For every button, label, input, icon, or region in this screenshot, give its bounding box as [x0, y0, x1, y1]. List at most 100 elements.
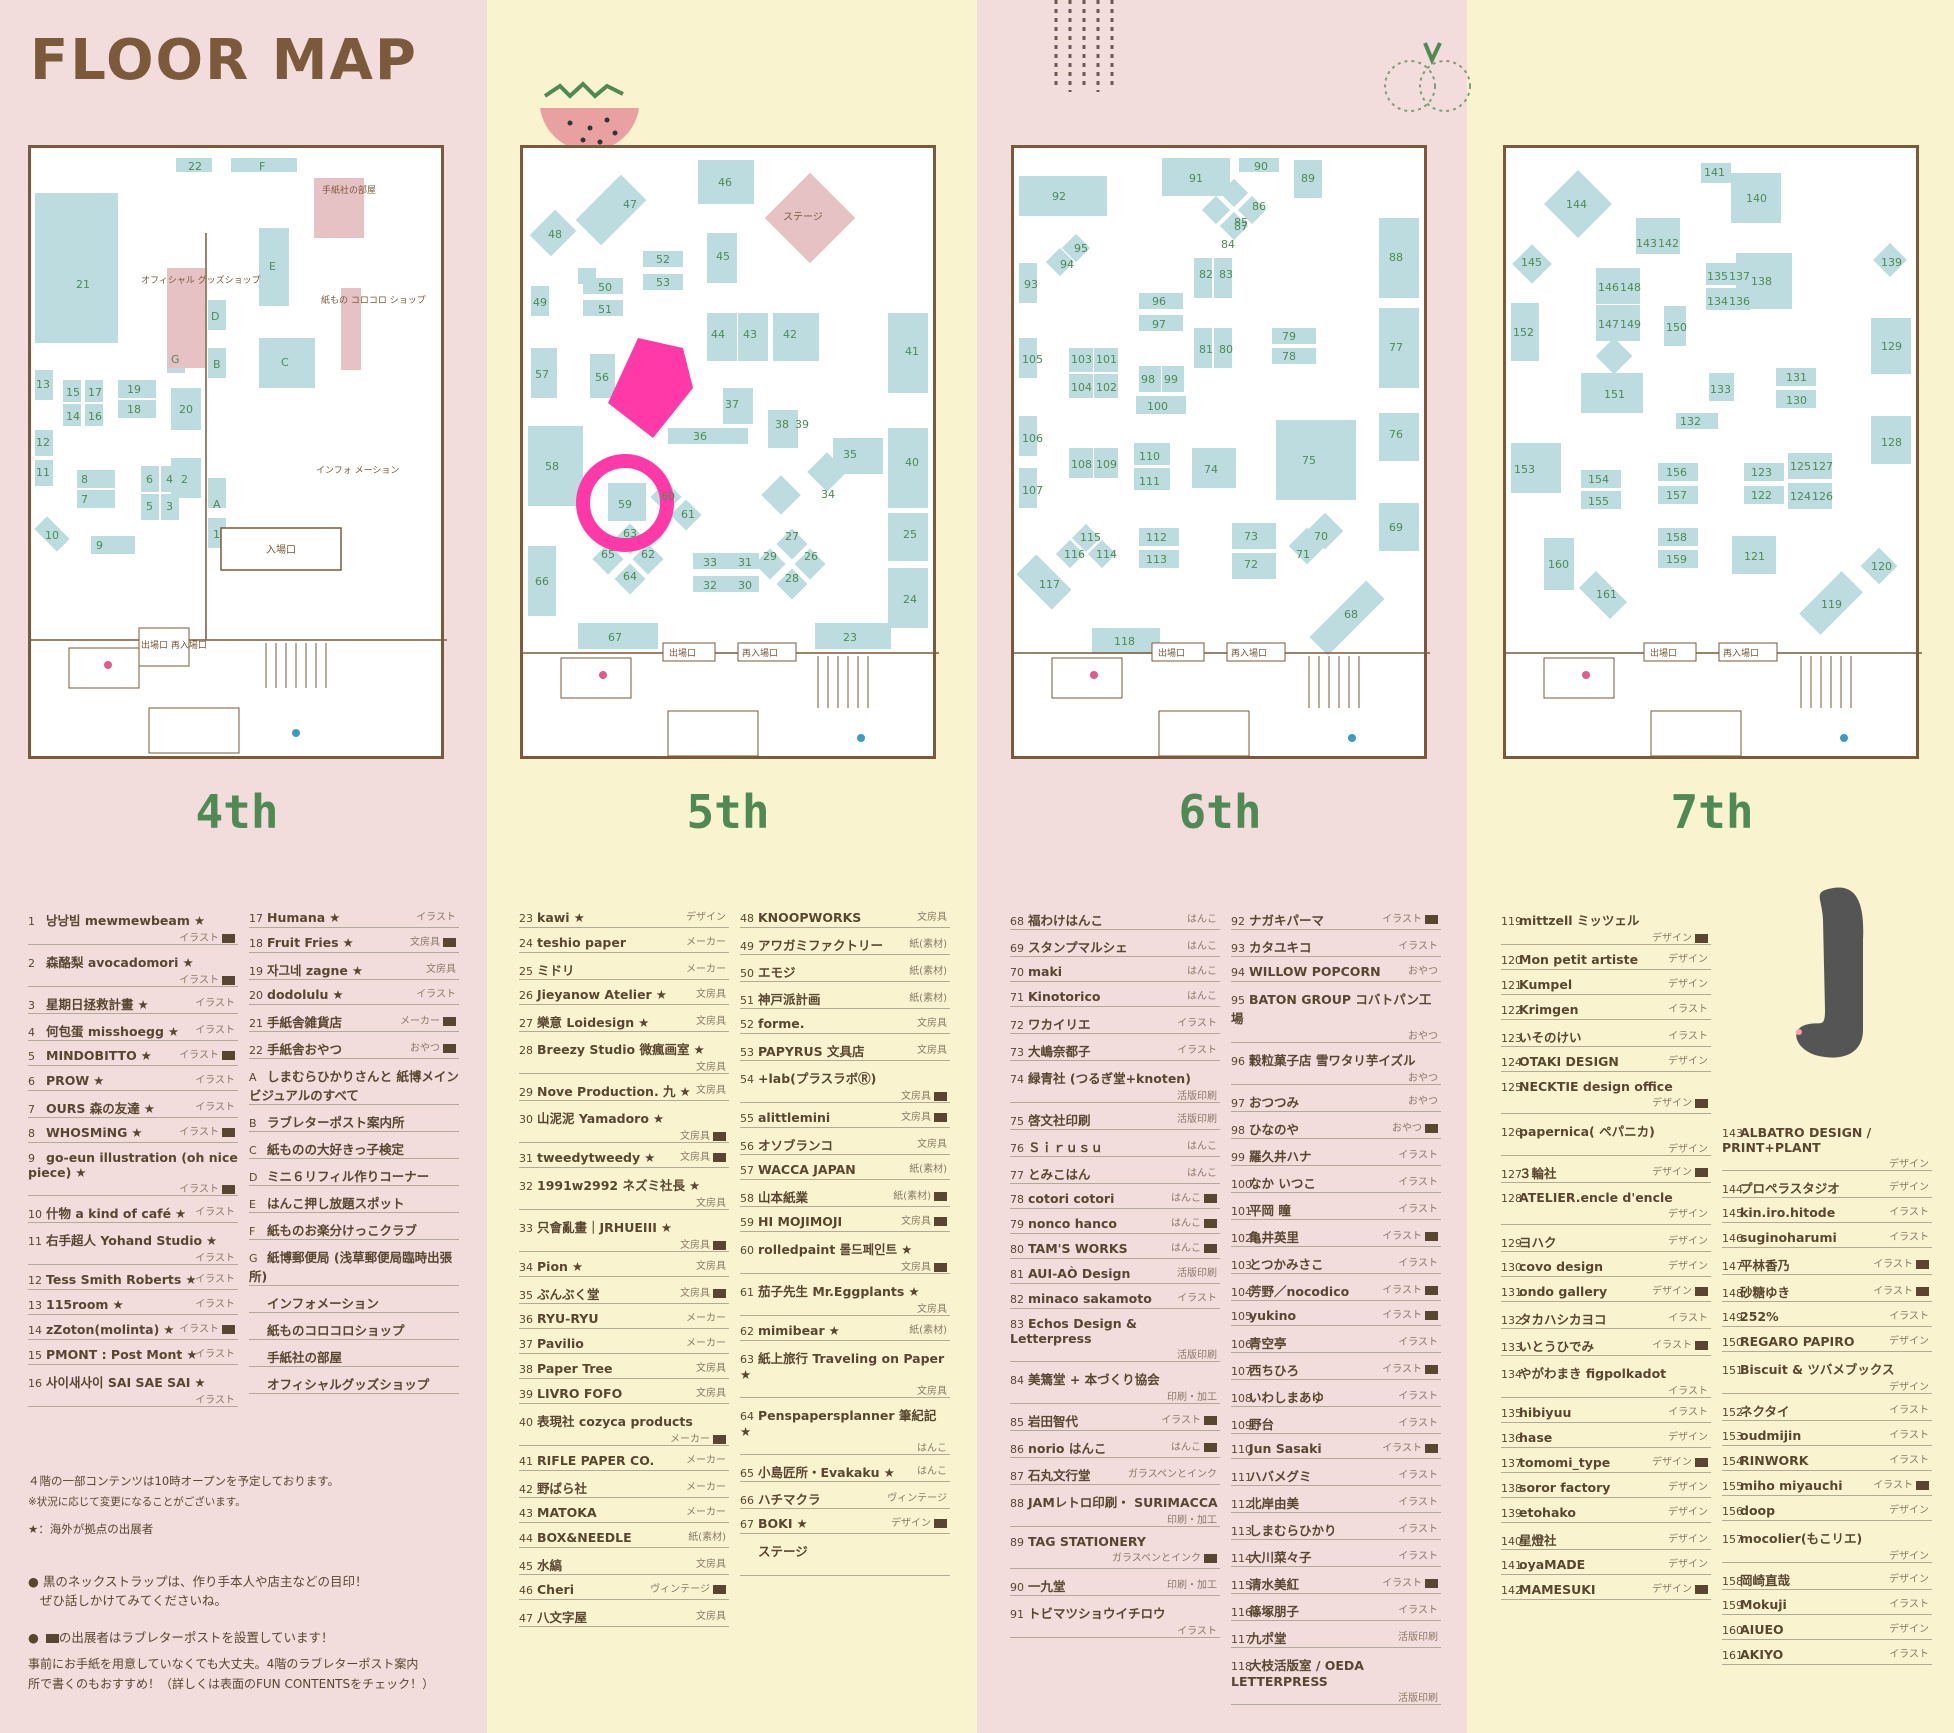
booth-number: 112 — [1231, 1498, 1252, 1511]
exhibitor-name: 낭낭빔 mewmewbeam — [46, 913, 190, 928]
category-label: 文房具 — [426, 960, 456, 975]
list-item: F 紙ものお楽分けっこクラブ — [249, 1213, 459, 1240]
booth-number: 158 — [1722, 1575, 1743, 1588]
star-icon: ★ — [71, 1165, 87, 1180]
list-item: 125NECKTIE design office デザイン — [1501, 1072, 1711, 1114]
list-item: 88 JAMレトロ印刷・ SURIMACCA 印刷・加工 — [1010, 1485, 1220, 1527]
list-item: 9 go-eun illustration (oh nice piece) ★ イラ… — [28, 1143, 238, 1196]
booth-number: 7 — [28, 1103, 35, 1116]
svg-text:80: 80 — [1219, 343, 1233, 356]
svg-text:出場口: 出場口 — [669, 647, 696, 659]
exhibitor-name: トビマツショウイチロウ — [1028, 1606, 1166, 1621]
booth-number: 57 — [740, 1164, 754, 1177]
category-text: 文房具 — [901, 1112, 931, 1123]
list-item: 41 RIFLE PAPER CO. メーカー — [519, 1446, 729, 1471]
svg-text:13: 13 — [36, 378, 50, 391]
svg-text:19: 19 — [127, 383, 141, 396]
category-text: デザイン — [1668, 1507, 1708, 1518]
svg-text:4: 4 — [166, 473, 173, 486]
list-item: 104芳野／nocodico イラスト — [1231, 1274, 1441, 1301]
svg-text:150: 150 — [1666, 321, 1687, 334]
category-text: 文房具 — [917, 1045, 947, 1056]
category-label: デザイン — [1501, 929, 1711, 944]
exhibitor-name: ラブレターポスト案内所 — [267, 1115, 405, 1130]
list-item: 76 Ｓｉｒｕｓｕ はんこ — [1010, 1130, 1220, 1157]
exhibitor-list-5th-b: 48 KNOOPWORKS 文房具 49 アワガミファクトリー 紙(素材) 50 エモジ 紙(素… — [740, 903, 950, 1576]
list-item: 134やがわまき figpolkadot イラスト — [1501, 1356, 1711, 1398]
star-icon: ★ — [108, 1297, 124, 1312]
category-label: デザイン — [1668, 975, 1708, 990]
category-text: 文房具 — [696, 1016, 726, 1027]
booth-number: 104 — [1231, 1286, 1252, 1299]
category-text: ヴィンテージ — [650, 1584, 710, 1595]
list-item: 57 WACCA JAPAN 紙(素材) — [740, 1155, 950, 1180]
exhibitor-name: PMONT : Post Mont — [46, 1347, 183, 1362]
category-label: メーカー — [686, 1451, 726, 1466]
category-text: イラスト — [1398, 1524, 1438, 1535]
exhibitor-name: WACCA JAPAN — [758, 1162, 856, 1177]
list-item: 116篠塚朋子 イラスト — [1231, 1594, 1441, 1621]
exhibitor-name: go-eun illustration (oh nice piece) — [28, 1150, 238, 1180]
booth-number: 154 — [1722, 1455, 1743, 1468]
category-label: イラスト — [1398, 1173, 1438, 1188]
category-text: デザイン — [1668, 979, 1708, 990]
exhibitor-name: Ｓｉｒｕｓｕ — [1028, 1140, 1104, 1155]
category-label: デザイン — [1668, 1232, 1708, 1247]
svg-text:92: 92 — [1052, 190, 1066, 203]
exhibitor-name: いわしまあゆ — [1249, 1390, 1325, 1405]
floor-label-5th: 5th — [686, 785, 770, 839]
category-label: デザイン — [1889, 1570, 1929, 1585]
booth-number: 35 — [519, 1289, 533, 1302]
category-label: デザイン — [1501, 1094, 1711, 1109]
category-text: 文房具 — [696, 1611, 726, 1622]
star-icon: ★ — [190, 1375, 206, 1390]
booth-number: F — [249, 1225, 256, 1238]
exhibitor-list-7th-a: 119mittzell ミッツェル デザイン 120Mon petit artist… — [1501, 903, 1711, 1600]
category-label: 文房具 — [917, 1014, 947, 1029]
svg-text:136: 136 — [1729, 295, 1750, 308]
booth-number: 3 — [28, 999, 35, 1012]
list-item: 31 tweedytweedy ★ 文房具 — [519, 1143, 729, 1168]
booth-number: 81 — [1010, 1268, 1024, 1281]
booth-number: 91 — [1010, 1608, 1024, 1621]
list-item: 55 alittlemini 文房具 — [740, 1103, 950, 1128]
exhibitor-name: 사이새사이 SAI SAE SAI — [46, 1375, 191, 1390]
caterpillar-icon — [1796, 887, 1864, 1058]
category-text: 文房具 — [917, 1304, 947, 1315]
category-text: 文房具 — [680, 1288, 710, 1299]
exhibitor-name: 右手超人 Yohand Studio — [46, 1233, 203, 1248]
category-text: イラスト — [1668, 1031, 1708, 1042]
star-icon: ★ — [675, 1084, 691, 1099]
category-label: デザイン — [1668, 1555, 1708, 1570]
list-item: 37 Pavilio メーカー — [519, 1329, 729, 1354]
category-text: おやつ — [410, 1043, 440, 1054]
category-label: イラスト — [28, 1180, 238, 1195]
svg-text:108: 108 — [1071, 458, 1092, 471]
category-text: イラスト — [1873, 1259, 1913, 1270]
svg-text:142: 142 — [1658, 237, 1679, 250]
category-text: 紙(素材) — [909, 939, 947, 950]
list-item: インフォメーション — [249, 1286, 459, 1313]
booth-number: 87 — [1010, 1470, 1024, 1483]
list-item: 137tomomi_type デザイン — [1501, 1448, 1711, 1473]
list-item: 93 カタユキコ イラスト — [1231, 930, 1441, 957]
category-label: イラスト — [1668, 1309, 1708, 1324]
svg-text:39: 39 — [795, 418, 809, 431]
exhibitor-name: suginoharumi — [1740, 1230, 1837, 1245]
list-item: 71 Kinotorico はんこ — [1010, 982, 1220, 1007]
category-text: イラスト — [1177, 1293, 1217, 1304]
category-text: イラスト — [179, 975, 219, 986]
svg-text:129: 129 — [1881, 340, 1902, 353]
booth-number: 101 — [1231, 1205, 1252, 1218]
svg-text:148: 148 — [1620, 281, 1641, 294]
category-label: 文房具 — [696, 1257, 726, 1272]
exhibitor-name: +lab(プラスラボⓇ) — [758, 1071, 877, 1086]
svg-text:C: C — [281, 356, 289, 369]
category-text: 文房具 — [917, 1018, 947, 1029]
svg-text:7: 7 — [81, 493, 88, 506]
category-text: イラスト — [1398, 1337, 1438, 1348]
booth-number: 37 — [519, 1338, 533, 1351]
exhibitor-name: MAMESUKI — [1519, 1582, 1596, 1597]
booth-number: 30 — [519, 1113, 533, 1126]
list-item: 120Mon petit artiste デザイン — [1501, 945, 1711, 970]
